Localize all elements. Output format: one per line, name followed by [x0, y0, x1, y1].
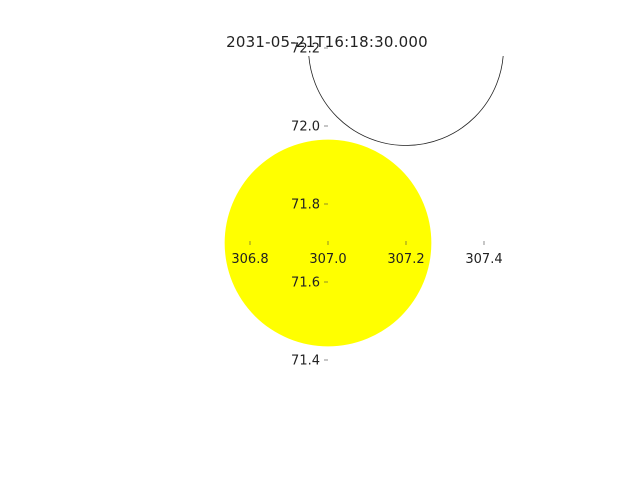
y-tick-label: 71.6 — [291, 276, 320, 291]
x-tick-label: 307.4 — [465, 252, 502, 267]
x-tick-label: 307.2 — [387, 252, 424, 267]
y-tick-label: 71.4 — [291, 354, 320, 369]
x-tick-label: 307.0 — [309, 252, 346, 267]
y-tick-label: 72.0 — [291, 120, 320, 135]
plot-title: 2031-05-21T16:18:30.000 — [226, 33, 428, 51]
y-tick-label: 72.2 — [291, 42, 320, 57]
moon-disk — [308, 56, 504, 146]
y-tick-label: 71.8 — [291, 198, 320, 213]
x-tick-label: 306.8 — [231, 252, 268, 267]
